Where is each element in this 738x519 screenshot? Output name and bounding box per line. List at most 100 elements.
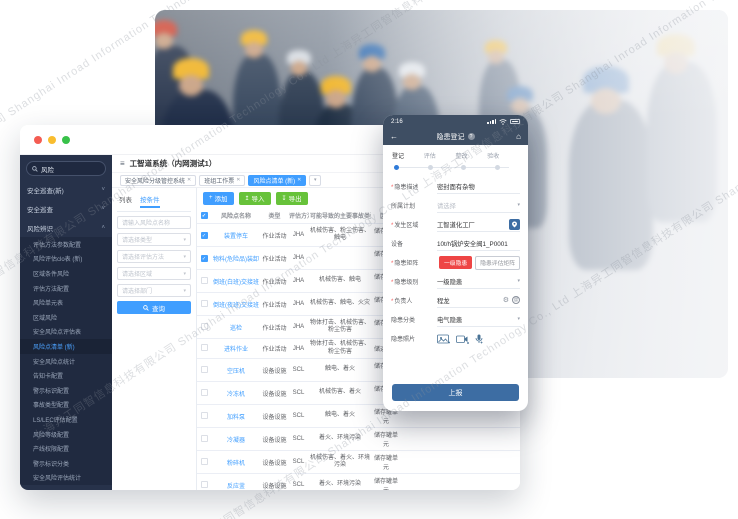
risk-name-link[interactable]: 冷凝器 <box>226 437 245 444</box>
form-field-8: 隐患照片 <box>391 329 520 348</box>
risk-name-link[interactable]: 物料(危险品)装卸 <box>213 256 259 263</box>
sidebar-item-6[interactable]: 评估方法配置 <box>20 280 112 296</box>
sidebar-item-11[interactable]: 安全风险点统计 <box>20 353 112 369</box>
close-icon[interactable]: ✕ <box>236 177 241 183</box>
sidebar-item-15[interactable]: LS/LEC评估配置 <box>20 412 112 427</box>
filter-tab-0[interactable]: 列表 <box>119 197 132 204</box>
close-window-dot[interactable] <box>34 135 42 144</box>
field-value-area[interactable]: 一级隐患 ▾ <box>437 274 520 289</box>
add-video-icon[interactable] <box>456 334 469 344</box>
risk-name-link[interactable]: 倒班(夜班)交接班 <box>213 302 259 309</box>
tabs-menu-caret[interactable]: ▾ <box>309 174 322 186</box>
sidebar-item-10[interactable]: 风险点清单 (新) <box>20 339 112 354</box>
open-tab-2[interactable]: 风险点清单 (新) ✕ <box>248 174 307 186</box>
sidebar-item-4[interactable]: 风险评估clo表 (新) <box>20 251 112 267</box>
risk-name-link[interactable]: 巡检 <box>229 325 242 332</box>
sidebar-group-2[interactable]: 风险辨识 ˄ <box>20 218 112 237</box>
close-icon[interactable]: ✕ <box>297 177 302 183</box>
row-checkbox[interactable] <box>200 388 208 396</box>
sidebar-item-14[interactable]: 事故类型配置 <box>20 397 112 413</box>
danger-level-button[interactable]: 一级隐患 <box>439 256 473 269</box>
sidebar-item-5[interactable]: 区域条件风险 <box>20 266 112 281</box>
risk-name-link[interactable]: 装置停车 <box>223 233 248 240</box>
sidebar-item-9[interactable]: 安全风险点评估表 <box>20 324 112 340</box>
filter-select-2[interactable]: 请选择区域 ▾ <box>117 267 191 280</box>
filter-select-3[interactable]: 请选择部门 ▾ <box>117 284 191 297</box>
sidebar-group-0[interactable]: 安全巡查(新) ˅ <box>20 180 112 199</box>
field-value-area[interactable]: 一级隐患 隐患评估矩阵 <box>437 255 520 270</box>
row-checkbox[interactable]: ✓ <box>200 254 208 262</box>
close-icon[interactable]: ✕ <box>187 177 192 183</box>
risk-name-link[interactable]: 进料作业 <box>223 347 248 353</box>
accidents-cell: 机械伤害、着火、环境污染 <box>309 450 371 474</box>
sidebar-item-16[interactable]: 风险等级配置 <box>20 426 112 442</box>
gear-icon[interactable]: ⚙ <box>502 297 509 304</box>
risk-name-link[interactable]: 倒班(白班)交接班 <box>213 279 259 286</box>
field-label: *负责人 <box>391 296 437 305</box>
sidebar-item-19[interactable]: 安全风险评估统计 <box>20 470 112 486</box>
row-checkbox[interactable] <box>200 344 208 351</box>
sidebar-item-3[interactable]: 评估方法参数配置 <box>20 237 112 252</box>
maximize-window-dot[interactable] <box>62 135 70 144</box>
stepper: 登记 评估 整改 验收 <box>383 145 528 177</box>
select-all-checkbox[interactable]: ✓ <box>200 212 208 219</box>
sidebar-item-7[interactable]: 风险单元表 <box>20 295 112 310</box>
row-checkbox[interactable] <box>200 322 208 330</box>
risk-name-link[interactable]: 加料泵 <box>226 414 245 421</box>
minimize-window-dot[interactable] <box>48 135 56 144</box>
field-value-area[interactable]: 10t/h锅炉安全阀1_P0001 <box>437 236 520 251</box>
field-value-area[interactable]: 密封面有杂物 <box>437 179 520 194</box>
location-pin-icon[interactable] <box>511 221 518 228</box>
filter-select-1[interactable]: 请选择评估方法 ▾ <box>117 250 191 263</box>
row-checkbox[interactable] <box>200 457 208 465</box>
sidebar-item-8[interactable]: 区域风险 <box>20 309 112 325</box>
field-value-area[interactable]: 程龙 ⚙ @ <box>437 293 520 308</box>
back-arrow-icon[interactable]: ← <box>390 132 398 141</box>
field-value-area[interactable]: 工智道化工厂 <box>437 217 520 232</box>
open-tab-0[interactable]: 安全风险分级管控系统 ✕ <box>120 174 197 186</box>
sidebar-item-13[interactable]: 警示标识配置 <box>20 382 112 398</box>
add-photo-icon[interactable] <box>437 334 450 344</box>
risk-name-link[interactable]: 粉碎机 <box>226 460 245 467</box>
field-label: *隐患级别 <box>391 277 437 286</box>
matrix-eval-button[interactable]: 隐患评估矩阵 <box>475 255 520 270</box>
filter-tab-1[interactable]: 按条件 <box>140 194 160 208</box>
location-pin-button[interactable] <box>509 218 520 230</box>
row-checkbox[interactable] <box>200 480 208 488</box>
row-checkbox[interactable] <box>200 434 208 442</box>
risk-name-link[interactable]: 空压机 <box>226 368 245 375</box>
row-checkbox[interactable] <box>200 276 208 284</box>
import-button[interactable]: ↥ 导入 <box>238 191 271 205</box>
sidebar-item-label: 事故类型配置 <box>33 403 70 410</box>
field-value-area[interactable] <box>437 331 520 346</box>
filter-select-0[interactable]: 请选择类型 ▾ <box>117 233 191 246</box>
hamburger-menu-icon[interactable]: ≡ <box>120 159 125 168</box>
help-badge-icon[interactable]: ? <box>467 133 475 140</box>
form-field-2: *发生区域 工智道化工厂 <box>391 215 520 234</box>
open-tab-1[interactable]: 班组工作票 ✕ <box>199 174 246 186</box>
query-button[interactable]: 查询 <box>117 301 191 314</box>
field-label-text: 隐患描述 <box>394 185 419 191</box>
risk-level-cell <box>435 473 468 490</box>
sidebar-search-input[interactable]: 风险 <box>26 161 106 176</box>
export-button[interactable]: ↧ 导出 <box>275 191 308 205</box>
risk-name-link[interactable]: 冷冻机 <box>226 391 245 398</box>
sidebar-group-1[interactable]: 安全巡查 ˅ <box>20 199 112 218</box>
field-value-area[interactable]: 电气隐患 ▾ <box>437 312 520 327</box>
sidebar-item-17[interactable]: 产线权限配置 <box>20 441 112 456</box>
method-cell: SCL <box>288 427 309 451</box>
add-audio-icon[interactable] <box>475 334 483 344</box>
sidebar-item-12[interactable]: 告知卡配置 <box>20 368 112 383</box>
row-checkbox[interactable] <box>200 365 208 373</box>
risk-name-input[interactable]: 请输入风险点名称 <box>117 216 191 229</box>
contact-picker-icon[interactable]: @ <box>512 296 520 304</box>
sidebar-item-18[interactable]: 警示标识分类 <box>20 455 112 471</box>
add-button[interactable]: + 添加 <box>203 191 234 205</box>
row-checkbox[interactable] <box>200 411 208 419</box>
field-value-area[interactable]: 请选择 ▾ <box>437 198 520 213</box>
risk-name-link[interactable]: 反应釜 <box>226 483 245 490</box>
row-checkbox[interactable] <box>200 299 208 307</box>
row-checkbox[interactable]: ✓ <box>200 231 208 239</box>
submit-report-button[interactable]: 上报 <box>392 384 519 401</box>
home-icon[interactable]: ⌂ <box>516 132 521 141</box>
